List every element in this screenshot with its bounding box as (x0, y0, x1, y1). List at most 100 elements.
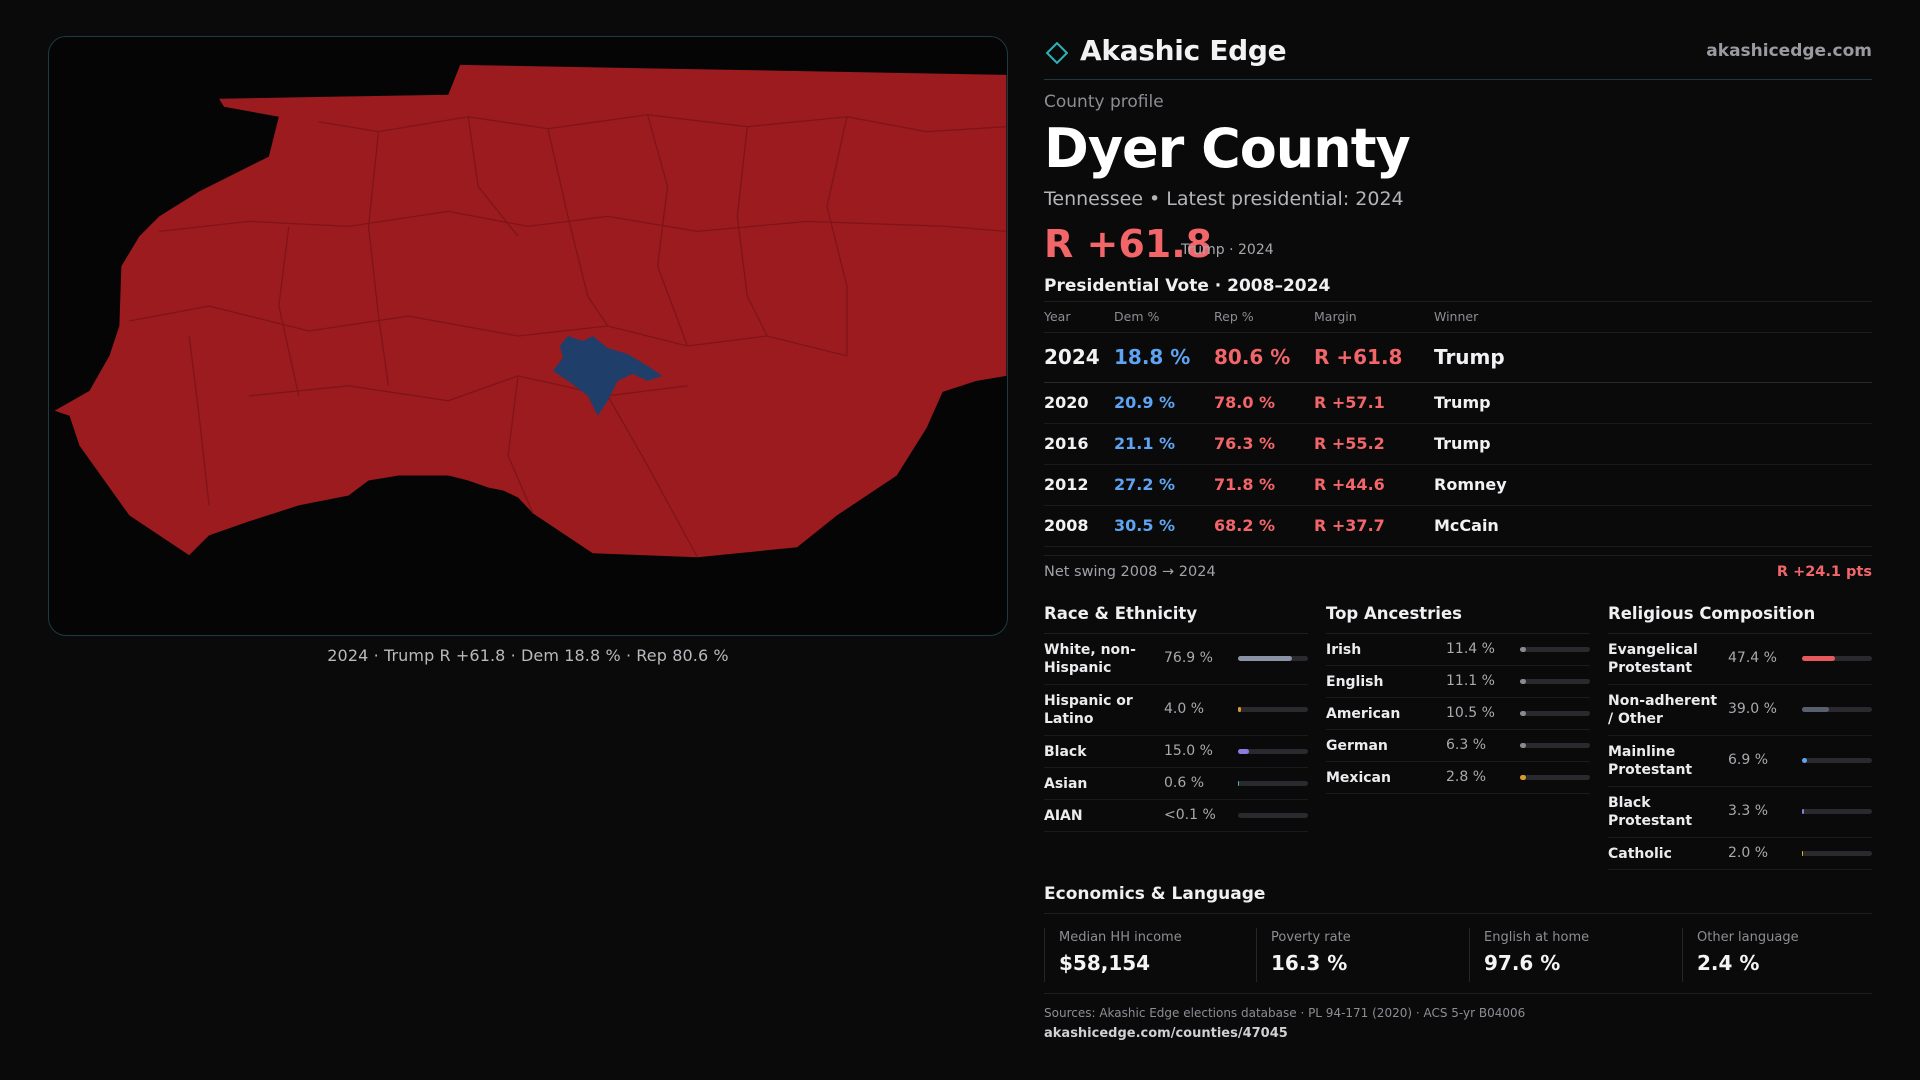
stat-english-at-home: English at home 97.6 % (1469, 928, 1669, 982)
list-item: American 10.5 % (1326, 698, 1590, 730)
list-item: Black 15.0 % (1044, 736, 1308, 768)
item-label: Asian (1044, 776, 1088, 792)
item-value: 76.9 % (1164, 650, 1213, 666)
item-value: 6.9 % (1728, 752, 1769, 768)
precinct-boundaries (129, 114, 1007, 558)
cell-dem: 27.2 % (1114, 464, 1214, 506)
table-row: 2008 30.5 % 68.2 % R +37.7 McCain (1044, 505, 1872, 547)
item-label: Non-adherent / Other (1608, 693, 1718, 727)
stat-value: 97.6 % (1484, 951, 1561, 975)
permalink[interactable]: akashicedge.com/counties/47045 (1044, 1026, 1288, 1041)
share-bar-fill (1520, 647, 1526, 652)
list-item: Black Protestant 3.3 % (1608, 787, 1872, 838)
cell-year: 2024 (1044, 332, 1114, 383)
presidential-vote-table: Year Dem % Rep % Margin Winner 2024 18.8… (1044, 302, 1872, 547)
item-value: 0.6 % (1164, 775, 1205, 791)
share-bar-track (1520, 679, 1590, 684)
race-ethnicity-title: Race & Ethnicity (1044, 600, 1308, 634)
ancestry-column: Top Ancestries Irish 11.4 % English 11.1 % A… (1326, 600, 1590, 794)
cell-margin: R +61.8 (1314, 332, 1434, 383)
share-bar-fill (1520, 743, 1526, 748)
share-bar-fill (1520, 775, 1526, 780)
item-value: 10.5 % (1446, 705, 1495, 721)
dem-precinct-region[interactable] (552, 336, 663, 416)
cell-margin: R +57.1 (1314, 382, 1434, 424)
item-label: English (1326, 674, 1384, 690)
item-value: 15.0 % (1164, 743, 1213, 759)
cell-winner: Trump (1434, 382, 1872, 424)
site-link[interactable]: akashicedge.com (1706, 41, 1872, 61)
share-bar-fill (1520, 679, 1526, 684)
diamond-icon (1046, 42, 1068, 64)
cell-margin: R +44.6 (1314, 464, 1434, 506)
religion-column: Religious Composition Evangelical Protes… (1608, 600, 1872, 870)
item-label: Irish (1326, 642, 1362, 658)
list-item: Hispanic or Latino 4.0 % (1044, 685, 1308, 736)
table-row: 2020 20.9 % 78.0 % R +57.1 Trump (1044, 382, 1872, 424)
column-header-year: Year (1044, 302, 1114, 333)
item-label: Evangelical Protestant (1608, 642, 1698, 676)
share-bar-track (1802, 656, 1872, 661)
cell-margin: R +37.7 (1314, 505, 1434, 547)
item-value: 11.1 % (1446, 673, 1495, 689)
ancestry-title: Top Ancestries (1326, 600, 1590, 634)
stat-label: English at home (1484, 930, 1590, 945)
item-value: 47.4 % (1728, 650, 1777, 666)
share-bar-fill (1520, 711, 1526, 716)
page-title: Dyer County (1044, 117, 1411, 180)
share-bar-fill (1802, 809, 1805, 814)
ancestry-list: Irish 11.4 % English 11.1 % American 10.5 % Ge… (1326, 634, 1590, 794)
county-precinct-map[interactable] (49, 37, 1007, 635)
brand-name[interactable]: Akashic Edge (1080, 34, 1287, 67)
list-item: Irish 11.4 % (1326, 634, 1590, 666)
race-ethnicity-column: Race & Ethnicity White, non-Hispanic 76.9… (1044, 600, 1308, 832)
share-bar-track (1520, 743, 1590, 748)
share-bar-track (1238, 813, 1308, 818)
stat-label: Other language (1697, 930, 1799, 945)
county-profile-panel: Akashic Edge akashicedge.com County prof… (1044, 30, 1872, 994)
list-item: Catholic 2.0 % (1608, 838, 1872, 870)
list-item: Mainline Protestant 6.9 % (1608, 736, 1872, 787)
cell-year: 2016 (1044, 423, 1114, 465)
cell-year: 2012 (1044, 464, 1114, 506)
share-bar-track (1238, 656, 1308, 661)
county-map-panel[interactable] (48, 36, 1008, 636)
stat-value: $58,154 (1059, 951, 1151, 975)
item-value: <0.1 % (1164, 807, 1216, 823)
column-header-dem: Dem % (1114, 302, 1214, 333)
swing-value: R +24.1 pts (1776, 563, 1872, 580)
economics-title: Economics & Language (1044, 880, 1872, 914)
net-swing: Net swing 2008 → 2024 R +24.1 pts (1044, 554, 1872, 585)
share-bar-fill (1238, 656, 1292, 661)
share-bar-track (1802, 809, 1872, 814)
cell-rep: 68.2 % (1214, 505, 1314, 547)
item-label: American (1326, 706, 1401, 722)
item-label: Black (1044, 744, 1087, 760)
stat-other-language: Other language 2.4 % (1682, 928, 1882, 982)
cell-rep: 78.0 % (1214, 382, 1314, 424)
rep-precincts-region[interactable] (54, 64, 1007, 558)
item-value: 4.0 % (1164, 701, 1205, 717)
share-bar-track (1238, 749, 1308, 754)
site-header: Akashic Edge akashicedge.com (1044, 30, 1872, 80)
item-label: Catholic (1608, 846, 1672, 862)
item-value: 39.0 % (1728, 701, 1777, 717)
column-header-margin: Margin (1314, 302, 1434, 333)
cell-rep: 80.6 % (1214, 332, 1314, 383)
stat-value: 2.4 % (1697, 951, 1760, 975)
economics-section: Economics & Language Median HH income $5… (1044, 880, 1872, 994)
share-bar-track (1520, 775, 1590, 780)
cell-dem: 18.8 % (1114, 332, 1214, 383)
headline-result: R +61.8 Trump · 2024 (1044, 222, 1872, 266)
stat-label: Median HH income (1059, 930, 1182, 945)
cell-rep: 76.3 % (1214, 423, 1314, 465)
table-row: 2024 18.8 % 80.6 % R +61.8 Trump (1044, 332, 1872, 383)
cell-year: 2008 (1044, 505, 1114, 547)
cell-dem: 20.9 % (1114, 382, 1214, 424)
cell-dem: 30.5 % (1114, 505, 1214, 547)
item-value: 6.3 % (1446, 737, 1487, 753)
item-label: AIAN (1044, 808, 1083, 824)
share-bar-track (1802, 707, 1872, 712)
item-value: 3.3 % (1728, 803, 1769, 819)
share-bar-track (1802, 851, 1872, 856)
